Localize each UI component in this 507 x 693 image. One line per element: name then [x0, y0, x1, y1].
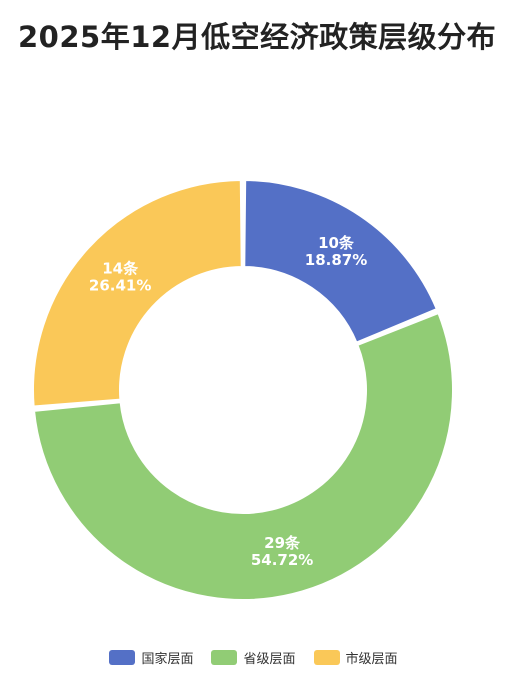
legend-swatch-municipal — [313, 650, 340, 665]
legend-item-provincial[interactable]: 省级层面 — [211, 648, 296, 667]
slice-percent-label-provincial: 54.72% — [251, 551, 313, 569]
slice-percent-label-municipal: 26.41% — [89, 277, 151, 295]
chart-title: 2025年12月低空经济政策层级分布 — [18, 20, 497, 54]
slice-value-label-national: 10条 — [318, 234, 355, 252]
slice-provincial[interactable] — [33, 312, 454, 601]
slice-value-label-municipal: 14条 — [102, 260, 139, 278]
legend-label-municipal: 市级层面 — [345, 652, 398, 667]
slice-percent-label-national: 18.87% — [305, 251, 367, 269]
slice-national[interactable] — [243, 179, 438, 344]
legend-swatch-national — [109, 650, 136, 665]
slice-value-label-provincial: 29条 — [264, 534, 301, 552]
legend-label-provincial: 省级层面 — [243, 652, 296, 667]
slice-municipal[interactable] — [32, 179, 243, 408]
legend: 国家层面 省级层面 市级层面 — [0, 648, 507, 667]
legend-item-municipal[interactable]: 市级层面 — [313, 648, 398, 667]
legend-swatch-provincial — [211, 650, 238, 665]
legend-label-national: 国家层面 — [141, 652, 194, 667]
legend-item-national[interactable]: 国家层面 — [109, 648, 193, 667]
